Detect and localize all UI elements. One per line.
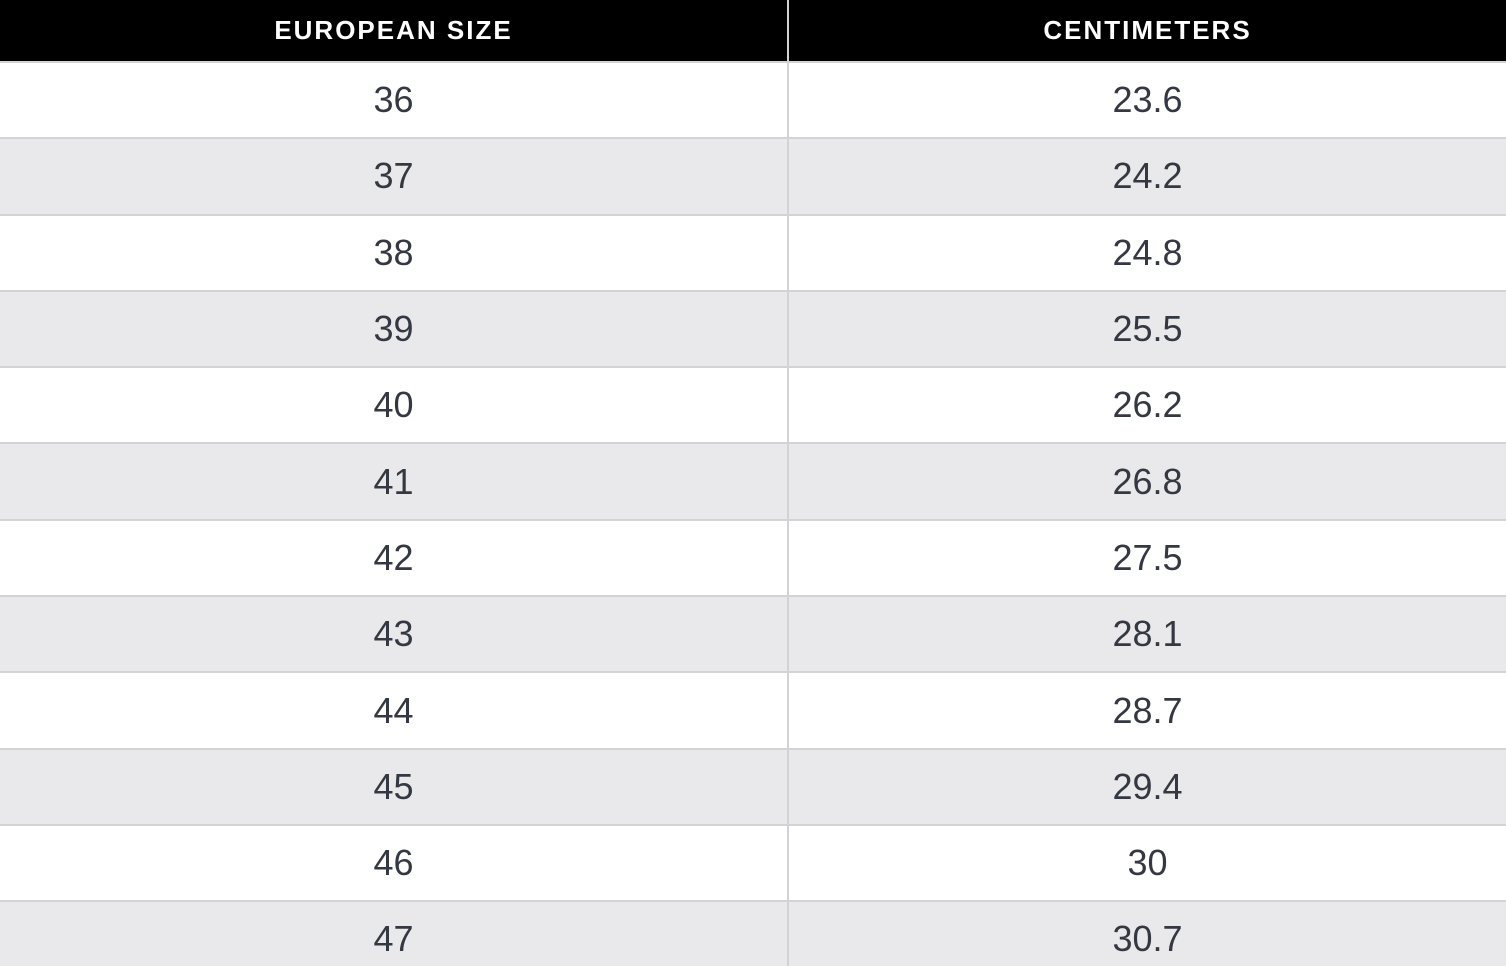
cell-european-size: 45 xyxy=(0,747,789,825)
cell-centimeters: 24.8 xyxy=(788,213,1506,291)
column-header-european-size: EUROPEAN SIZE xyxy=(0,0,789,62)
cell-european-size: 46 xyxy=(0,823,789,902)
table-row: 37 24.2 xyxy=(0,137,1506,215)
cell-european-size: 44 xyxy=(0,671,789,749)
table-row: 45 29.4 xyxy=(0,747,1506,825)
table-row: 40 26.2 xyxy=(0,366,1506,444)
table-row: 42 27.5 xyxy=(0,518,1506,597)
cell-centimeters: 30.7 xyxy=(788,900,1506,966)
table-row: 43 28.1 xyxy=(0,595,1506,673)
table-header: EUROPEAN SIZE CENTIMETERS xyxy=(0,0,1506,62)
cell-european-size: 37 xyxy=(0,137,789,215)
cell-centimeters: 23.6 xyxy=(788,60,1506,139)
table-row: 39 25.5 xyxy=(0,289,1506,368)
cell-centimeters: 28.7 xyxy=(788,671,1506,749)
size-table-body: 36 23.6 37 24.2 38 24.8 39 25.5 40 26.2 41 26.8 42 27… xyxy=(0,60,1506,966)
cell-european-size: 43 xyxy=(0,595,789,673)
table-row: 47 30.7 xyxy=(0,900,1506,966)
header-row: EUROPEAN SIZE CENTIMETERS xyxy=(0,0,1506,62)
cell-european-size: 47 xyxy=(0,900,789,966)
cell-centimeters: 25.5 xyxy=(788,289,1506,368)
cell-centimeters: 27.5 xyxy=(788,518,1506,597)
cell-centimeters: 24.2 xyxy=(788,137,1506,215)
table-row: 46 30 xyxy=(0,823,1506,902)
column-header-centimeters: CENTIMETERS xyxy=(788,0,1506,62)
cell-european-size: 41 xyxy=(0,442,789,520)
table-row: 44 28.7 xyxy=(0,671,1506,749)
cell-centimeters: 26.2 xyxy=(788,366,1506,444)
cell-centimeters: 26.8 xyxy=(788,442,1506,520)
table-row: 41 26.8 xyxy=(0,442,1506,520)
cell-european-size: 38 xyxy=(0,213,789,291)
table-row: 36 23.6 xyxy=(0,60,1506,139)
cell-centimeters: 29.4 xyxy=(788,747,1506,825)
cell-european-size: 39 xyxy=(0,289,789,368)
cell-european-size: 42 xyxy=(0,518,789,597)
cell-centimeters: 30 xyxy=(788,823,1506,902)
table-row: 38 24.8 xyxy=(0,213,1506,291)
cell-european-size: 40 xyxy=(0,366,789,444)
cell-european-size: 36 xyxy=(0,60,789,139)
cell-centimeters: 28.1 xyxy=(788,595,1506,673)
